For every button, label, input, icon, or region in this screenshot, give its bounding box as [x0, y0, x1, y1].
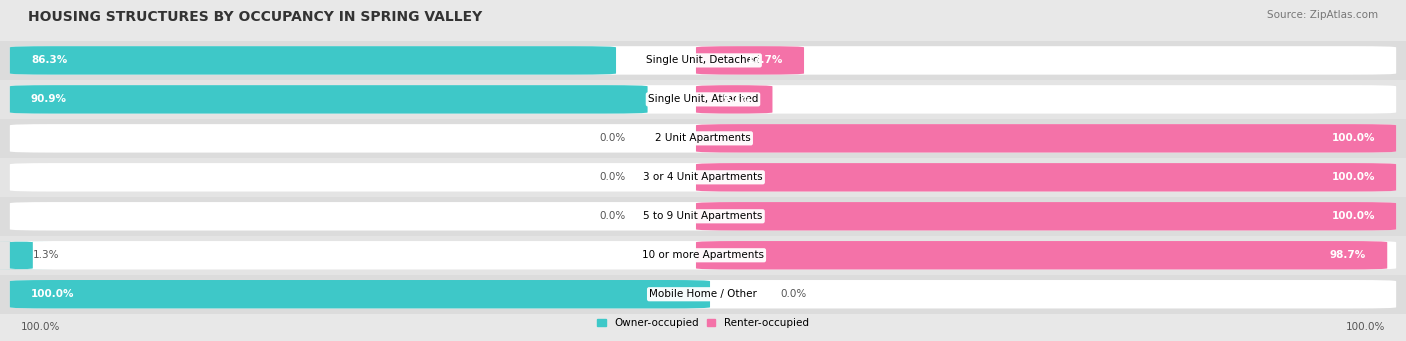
Text: HOUSING STRUCTURES BY OCCUPANCY IN SPRING VALLEY: HOUSING STRUCTURES BY OCCUPANCY IN SPRIN… — [28, 10, 482, 24]
Text: 1.3%: 1.3% — [32, 250, 59, 260]
Text: 0.0%: 0.0% — [599, 172, 626, 182]
FancyBboxPatch shape — [10, 241, 1396, 269]
Text: Single Unit, Detached: Single Unit, Detached — [647, 55, 759, 65]
Text: Source: ZipAtlas.com: Source: ZipAtlas.com — [1267, 10, 1378, 20]
Text: 2 Unit Apartments: 2 Unit Apartments — [655, 133, 751, 143]
FancyBboxPatch shape — [10, 46, 616, 75]
FancyBboxPatch shape — [10, 85, 648, 114]
Text: 0.0%: 0.0% — [780, 289, 807, 299]
FancyBboxPatch shape — [696, 46, 804, 75]
FancyBboxPatch shape — [696, 202, 1396, 231]
Text: 5 to 9 Unit Apartments: 5 to 9 Unit Apartments — [644, 211, 762, 221]
Bar — [0, 197, 1406, 236]
Text: Single Unit, Attached: Single Unit, Attached — [648, 94, 758, 104]
FancyBboxPatch shape — [10, 280, 1396, 309]
Legend: Owner-occupied, Renter-occupied: Owner-occupied, Renter-occupied — [593, 314, 813, 332]
Text: 0.0%: 0.0% — [599, 211, 626, 221]
Bar — [0, 41, 1406, 80]
Bar — [0, 158, 1406, 197]
FancyBboxPatch shape — [10, 46, 1396, 75]
Text: 9.1%: 9.1% — [723, 94, 751, 104]
FancyBboxPatch shape — [10, 163, 1396, 192]
Text: 0.0%: 0.0% — [599, 133, 626, 143]
FancyBboxPatch shape — [696, 163, 1396, 192]
Text: 90.9%: 90.9% — [31, 94, 67, 104]
Text: 86.3%: 86.3% — [31, 55, 67, 65]
Text: 100.0%: 100.0% — [1331, 211, 1375, 221]
Text: 98.7%: 98.7% — [1330, 250, 1367, 260]
Text: 13.7%: 13.7% — [747, 55, 783, 65]
Bar — [0, 119, 1406, 158]
Text: 100.0%: 100.0% — [21, 322, 60, 332]
Text: 100.0%: 100.0% — [1331, 172, 1375, 182]
Text: Mobile Home / Other: Mobile Home / Other — [650, 289, 756, 299]
FancyBboxPatch shape — [10, 280, 710, 309]
FancyBboxPatch shape — [10, 124, 1396, 152]
Text: 100.0%: 100.0% — [1346, 322, 1385, 332]
FancyBboxPatch shape — [696, 241, 1388, 269]
Text: 100.0%: 100.0% — [31, 289, 75, 299]
FancyBboxPatch shape — [0, 241, 52, 269]
FancyBboxPatch shape — [10, 85, 1396, 114]
FancyBboxPatch shape — [10, 202, 1396, 231]
FancyBboxPatch shape — [696, 124, 1396, 152]
Text: 10 or more Apartments: 10 or more Apartments — [643, 250, 763, 260]
Text: 100.0%: 100.0% — [1331, 133, 1375, 143]
Bar — [0, 275, 1406, 314]
Bar — [0, 80, 1406, 119]
FancyBboxPatch shape — [696, 85, 772, 114]
Text: 3 or 4 Unit Apartments: 3 or 4 Unit Apartments — [643, 172, 763, 182]
Bar — [0, 236, 1406, 275]
